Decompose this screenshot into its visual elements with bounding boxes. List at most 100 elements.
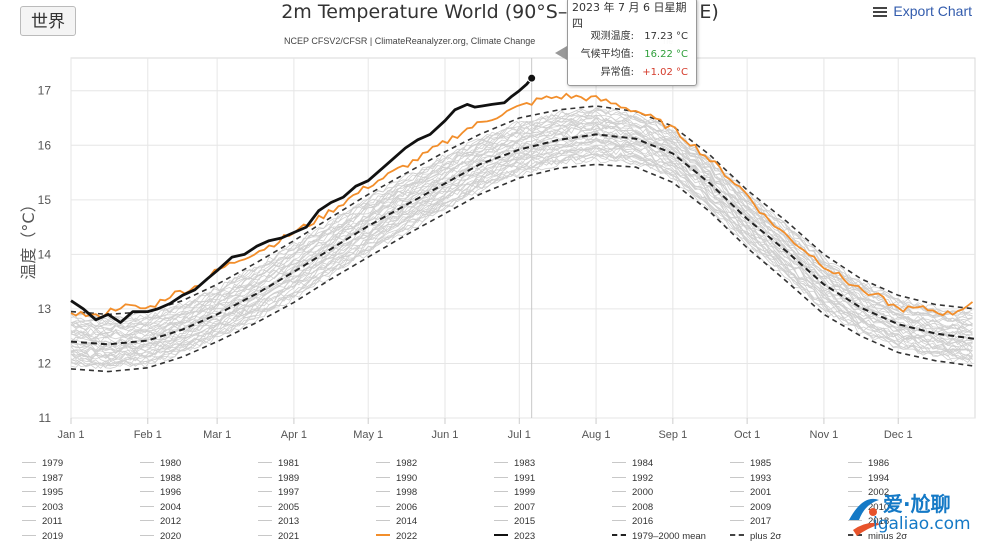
x-tick-label: May 1	[353, 429, 383, 441]
legend-label: 2004	[160, 501, 182, 513]
legend-item[interactable]: minus 2σ	[848, 531, 907, 542]
legend-item[interactable]: 1996	[140, 487, 181, 498]
legend-item[interactable]: 1993	[730, 473, 771, 484]
legend-swatch	[22, 491, 36, 493]
legend-item[interactable]: 2020	[140, 531, 181, 542]
hovered-data-point[interactable]	[527, 73, 537, 83]
year-line	[70, 108, 973, 323]
year-line	[70, 127, 973, 344]
legend-item[interactable]: 1984	[612, 458, 653, 469]
legend-swatch	[494, 476, 508, 478]
legend-item[interactable]: 2016	[612, 516, 653, 527]
legend-swatch	[730, 491, 744, 493]
climate-mean-line	[70, 133, 976, 346]
highlighted-series	[70, 73, 976, 373]
legend-label: 2012	[160, 516, 182, 528]
legend-item[interactable]: plus 2σ	[730, 531, 781, 542]
legend-item[interactable]: 2007	[494, 502, 535, 513]
legend-item[interactable]: 1979–2000 mean	[612, 531, 706, 542]
legend-item[interactable]: 1988	[140, 473, 181, 484]
legend-swatch	[730, 534, 744, 536]
legend-swatch	[612, 462, 626, 463]
x-tick-label: Oct 1	[734, 429, 760, 441]
watermark-title: 爱·尬聊	[883, 492, 951, 516]
legend-item[interactable]: 1980	[140, 458, 181, 469]
legend-swatch	[376, 462, 390, 463]
year-line	[70, 121, 973, 338]
legend-item[interactable]: 1979	[22, 458, 63, 469]
x-tick-label: Jul 1	[508, 429, 531, 441]
legend-item[interactable]: 1985	[730, 458, 771, 469]
legend-item[interactable]: 1981	[258, 458, 299, 469]
legend-item[interactable]: 1991	[494, 473, 535, 484]
year-line	[70, 128, 973, 345]
legend-item[interactable]: 2023	[494, 531, 535, 542]
legend-label: 2013	[278, 516, 300, 528]
legend-item[interactable]: 2011	[22, 516, 62, 527]
legend-label: 1979–2000 mean	[632, 531, 706, 542]
legend-item[interactable]: 1989	[258, 473, 299, 484]
legend-swatch	[848, 476, 862, 478]
legend-label: 1984	[632, 458, 654, 469]
x-tick-label: Feb 1	[134, 429, 162, 441]
legend-label: 1988	[160, 472, 182, 484]
legend-item[interactable]: 2003	[22, 502, 63, 513]
year-line	[70, 137, 973, 352]
legend-item[interactable]: 2019	[22, 531, 63, 542]
minus-2sigma-line	[70, 163, 976, 373]
legend-item[interactable]: 2013	[258, 516, 299, 527]
legend-item[interactable]: 1997	[258, 487, 299, 498]
legend-item[interactable]: 1992	[612, 473, 653, 484]
legend-swatch	[612, 520, 626, 522]
legend-swatch	[258, 462, 272, 463]
legend-item[interactable]: 2010	[848, 502, 889, 513]
legend-item[interactable]: 1986	[848, 458, 889, 469]
legend-swatch	[848, 462, 862, 463]
legend-item[interactable]: 2008	[612, 502, 653, 513]
legend-item[interactable]: 2015	[494, 516, 535, 527]
series-2023-line[interactable]	[70, 77, 533, 324]
legend-swatch	[258, 476, 272, 478]
legend-swatch	[376, 520, 390, 522]
y-tick-label: 14	[38, 247, 52, 261]
legend-item[interactable]: 1987	[22, 473, 63, 484]
legend-label: plus 2σ	[750, 531, 782, 542]
legend-item[interactable]: 2014	[376, 516, 417, 527]
legend-swatch	[494, 491, 508, 493]
legend-item[interactable]: 1982	[376, 458, 417, 469]
legend-item[interactable]: 1995	[22, 487, 63, 498]
legend-label: 1979	[42, 458, 64, 469]
y-tick-label: 12	[38, 356, 52, 370]
legend-item[interactable]: 2004	[140, 502, 181, 513]
legend-item[interactable]: 2012	[140, 516, 181, 527]
export-chart-button[interactable]: Export Chart	[873, 3, 972, 19]
legend-item[interactable]: 1990	[376, 473, 417, 484]
legend-swatch	[376, 505, 390, 507]
legend-item[interactable]: 2001	[730, 487, 771, 498]
legend-item[interactable]: 1998	[376, 487, 417, 498]
legend-item[interactable]: 1983	[494, 458, 535, 469]
legend-swatch	[730, 520, 744, 522]
legend-item[interactable]: 2022	[376, 531, 417, 542]
legend-item[interactable]: 2000	[612, 487, 653, 498]
legend-label: 1987	[42, 472, 64, 484]
legend-item[interactable]: 1999	[494, 487, 535, 498]
legend-label: 1999	[514, 487, 536, 499]
legend-item[interactable]: 2005	[258, 502, 299, 513]
legend-item[interactable]: 2021	[258, 531, 299, 542]
legend-item[interactable]: 2017	[730, 516, 771, 527]
year-line	[70, 151, 973, 366]
x-tick-label: Mar 1	[203, 429, 231, 441]
legend-item[interactable]: 2006	[376, 502, 417, 513]
legend-swatch	[848, 534, 862, 536]
legend-label: 2006	[396, 501, 418, 513]
legend-swatch	[730, 505, 744, 507]
legend-item[interactable]: 2018	[848, 516, 889, 527]
region-select-button[interactable]: 世界	[20, 6, 76, 36]
legend-item[interactable]: 1994	[848, 473, 889, 484]
legend-item[interactable]: 2002	[848, 487, 889, 498]
legend-item[interactable]: 2009	[730, 502, 771, 513]
legend-label: 1993	[750, 472, 772, 484]
watermark-url: igaliao.com	[873, 514, 971, 534]
legend-label: 1983	[514, 458, 536, 469]
